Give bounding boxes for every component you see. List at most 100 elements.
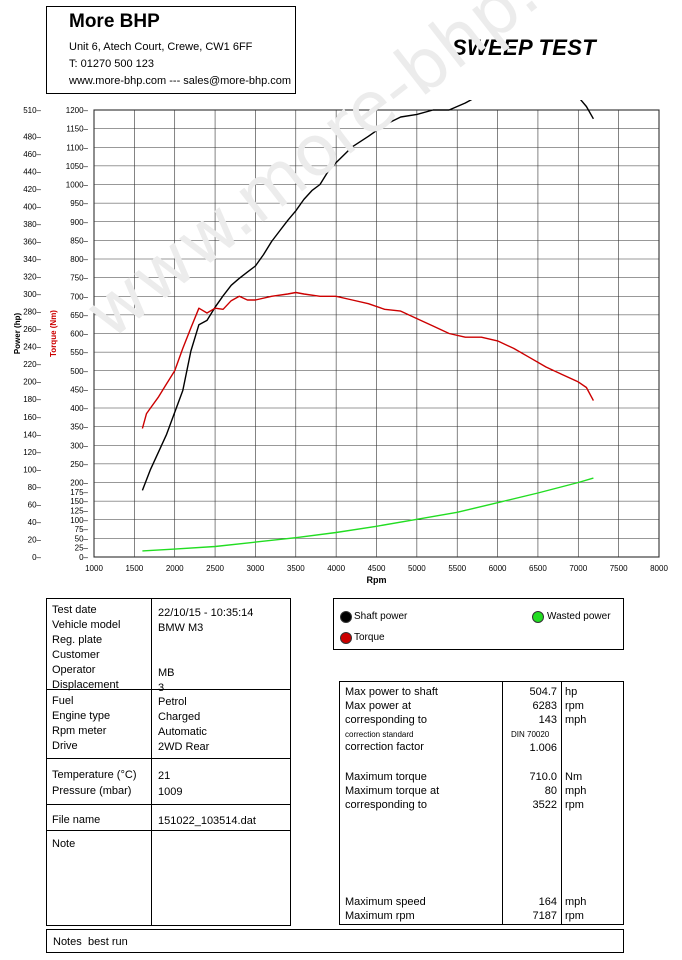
torque-tick-label: 1150– [66,125,88,134]
x-tick-label: 5000 [408,564,426,573]
x-tick-label: 5500 [448,564,466,573]
info-value-vehicle-model: BMW M3 [158,622,204,634]
torque-tick-label: 1100– [66,143,88,152]
corresponding-speed-label: corresponding to [345,714,427,726]
power-tick-label: 120– [23,448,41,457]
info-value-temperature: 21 [158,770,171,782]
info-label-fuel: Fuel [52,695,74,707]
torque-tick-label: 125– [70,506,88,515]
power-tick-label: 360– [23,237,41,246]
info-label-rpm-meter: Rpm meter [52,725,107,737]
power-tick-label: 40– [28,518,42,527]
vehicle-info-panel: Test date 22/10/15 - 10:35:14 Vehicle mo… [46,598,291,926]
torque-tick-label: 350– [70,423,88,432]
torque-tick-label: 450– [70,385,88,394]
info-value-test-date: 22/10/15 - 10:35:14 [158,607,254,619]
info-label-reg-plate: Reg. plate [52,634,103,646]
corresponding-rpm-unit: rpm [565,799,584,811]
torque-tick-label: 400– [70,404,88,413]
info-label-displacement: Displacement [52,679,119,691]
results-divider [502,682,503,924]
legend-swatch-wasted-power [532,611,544,623]
power-tick-label: 140– [23,430,41,439]
max-power-at-unit: rpm [565,700,584,712]
x-tick-label: 2500 [206,564,224,573]
info-label-pressure: Pressure (mbar) [52,785,132,797]
info-label-operator: Operator [52,664,96,676]
info-value-displacement: 3 [158,682,165,694]
power-tick-label: 0– [32,553,41,562]
power-tick-label: 160– [23,413,41,422]
max-speed-unit: mph [565,896,587,908]
x-tick-label: 2000 [166,564,184,573]
info-separator [47,830,290,831]
info-divider [151,599,152,925]
info-value-operator: MB [158,667,175,679]
torque-line [141,291,595,429]
notes-bar: Notes best run [46,929,624,953]
torque-tick-label: 75– [75,525,89,534]
power-tick-label: 20– [28,535,42,544]
legend-swatch-torque [340,632,352,644]
x-tick-label: 7500 [610,564,628,573]
info-value-file-name: 151022_103514.dat [158,815,256,827]
x-tick-label: 4000 [327,564,345,573]
power-tick-label: 340– [23,255,41,264]
max-power-unit: hp [565,686,578,698]
legend-swatch-shaft-power [340,611,352,623]
company-header: More BHP Unit 6, Atech Court, Crewe, CW1… [46,6,296,94]
info-label-vehicle-model: Vehicle model [52,619,121,631]
info-value-fuel: Petrol [158,696,187,708]
torque-tick-label: 700– [70,292,88,301]
max-power-label: Max power to shaft [345,686,438,698]
max-speed-value: 164 [538,896,557,908]
info-separator [47,804,290,805]
correction-factor-label: correction factor [345,741,424,753]
torque-tick-label: 50– [75,534,89,543]
max-torque-at-label: Maximum torque at [345,785,440,797]
info-label-drive: Drive [52,740,78,752]
x-tick-label: 3500 [287,564,305,573]
x-tick-label: 1000 [85,564,103,573]
correction-standard-value: DIN 70020 [511,730,550,739]
power-tick-label: 240– [23,343,41,352]
corresponding-rpm-value: 3522 [532,799,557,811]
report-title: SWEEP TEST [452,35,596,60]
max-torque-label: Maximum torque [345,771,427,783]
power-tick-label: 280– [23,308,41,317]
torque-tick-label: 100– [70,516,88,525]
max-power-at-value: 6283 [532,700,557,712]
company-name: More BHP [69,11,160,32]
results-divider [561,682,562,924]
torque-tick-label: 250– [70,460,88,469]
x-tick-label: 1500 [125,564,143,573]
x-tick-label: 6500 [529,564,547,573]
power-tick-label: 420– [23,185,41,194]
corresponding-speed-value: 143 [538,714,557,726]
info-label-note: Note [52,838,76,850]
torque-tick-label: 650– [70,311,88,320]
notes-value: best run [88,936,128,948]
chart-legend: Shaft power Torque Wasted power [333,598,624,650]
torque-tick-label: 750– [70,274,88,283]
notes-label: Notes [53,936,82,948]
results-panel: Max power to shaft 504.7 hp Max power at… [339,681,624,925]
info-value-rpm-meter: Automatic [158,726,207,738]
torque-tick-label: 1050– [66,162,89,171]
torque-tick-label: 175– [70,488,88,497]
torque-tick-label: 850– [70,236,88,245]
info-value-engine-type: Charged [158,711,201,723]
company-address: Unit 6, Atech Court, Crewe, CW1 6FF [69,41,253,53]
x-tick-label: 6000 [489,564,507,573]
x-tick-label: 7000 [569,564,587,573]
info-separator [47,758,290,759]
power-tick-label: 510– [23,106,41,115]
power-tick-label: 380– [23,220,41,229]
max-rpm-value: 7187 [532,910,557,922]
x-axis-label: Rpm [367,575,387,585]
max-torque-unit: Nm [565,771,583,783]
correction-factor-value: 1.006 [529,742,557,754]
torque-tick-label: 550– [70,348,88,357]
max-rpm-label: Maximum rpm [345,910,415,922]
power-tick-label: 480– [23,132,41,141]
